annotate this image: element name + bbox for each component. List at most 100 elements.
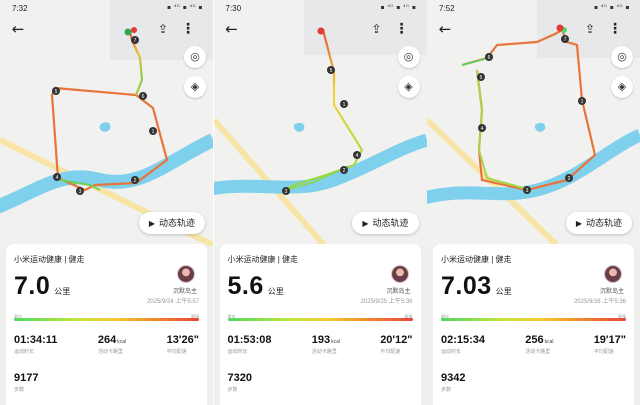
- pace-fast-label: 最快: [441, 314, 449, 319]
- duration-value: 01:53:08: [227, 334, 272, 346]
- route-map[interactable]: 6 5 4 3 2 1 7: [427, 0, 640, 246]
- status-bar: 7:30 ▪ ⁴ᴳ ▪ ⁴ᴳ ▪: [214, 0, 427, 16]
- share-icon[interactable]: ⇪: [584, 22, 596, 36]
- stat-steps: 9177 步数: [14, 372, 38, 393]
- svg-text:6: 6: [142, 94, 145, 100]
- km-markers: 6 5 4 3 2 1 7: [52, 36, 157, 195]
- replay-label: 动态轨迹: [372, 218, 409, 228]
- stat-steps: 9342 步数: [441, 372, 465, 393]
- distance-unit: 公里: [267, 287, 284, 296]
- locate-icon[interactable]: ◎: [397, 46, 420, 68]
- stat-duration: 01:34:11 运动时长: [14, 334, 57, 355]
- calories-label: 活动卡路里: [525, 349, 551, 355]
- status-bar: 7:52 ▪ ⁴ᴳ ▪ ⁴ᴳ ▪: [427, 0, 640, 16]
- play-icon: ▶: [575, 219, 582, 228]
- steps-value: 9177: [14, 372, 39, 384]
- workout-datetime: 2025/9/24 上午5:57: [146, 299, 199, 305]
- stat-calories: 193kcal 活动卡路里: [312, 334, 340, 355]
- svg-text:2: 2: [134, 178, 137, 184]
- pace-fast-label: 最快: [227, 314, 236, 319]
- km-markers: 6 5 4 3 2 1 7: [477, 35, 586, 194]
- nickname: 沉默岛主: [386, 289, 411, 295]
- stat-pace: 20'12" 平均配速: [380, 334, 412, 355]
- workout-datetime: 2025/9/25 上午5:36: [360, 299, 413, 305]
- distance-value: 7.0: [14, 272, 51, 300]
- svg-text:2: 2: [568, 176, 571, 182]
- replay-label: 动态轨迹: [158, 218, 195, 228]
- pace-value: 19'17": [593, 334, 626, 346]
- stat-steps: 7320 步数: [228, 372, 252, 393]
- pace-gradient-bar: [14, 318, 199, 321]
- steps-value: 9342: [441, 372, 466, 384]
- back-arrow-icon[interactable]: ←: [11, 20, 25, 38]
- svg-text:1: 1: [581, 99, 584, 105]
- stat-duration: 02:15:34 运动时长: [441, 334, 485, 355]
- replay-track-button[interactable]: ▶ 动态轨迹: [138, 212, 205, 234]
- steps-label: 步数: [14, 387, 25, 393]
- stats-row: 01:34:11 运动时长 264kcal 活动卡路里 13'26" 平均配速: [14, 334, 199, 355]
- calories-value: 256kcal: [525, 334, 554, 346]
- replay-track-button[interactable]: ▶ 动态轨迹: [352, 212, 419, 234]
- app-title: 小米运动健康 | 健走: [227, 255, 299, 264]
- stat-duration: 01:53:08 运动时长: [228, 334, 272, 355]
- status-time: 7:52: [439, 4, 455, 13]
- pace-label: 平均配速: [593, 349, 614, 355]
- steps-value: 7320: [227, 372, 252, 384]
- svg-text:5: 5: [480, 75, 483, 81]
- stat-calories: 264kcal 活动卡路里: [98, 334, 126, 355]
- pace-gradient-bar: [227, 318, 413, 321]
- pace-value: 20'12": [380, 334, 413, 346]
- distance-value: 5.6: [227, 272, 264, 300]
- svg-text:4: 4: [481, 126, 484, 132]
- replay-track-button[interactable]: ▶ 动态轨迹: [565, 212, 632, 234]
- avatar[interactable]: [177, 265, 195, 283]
- distance-unit: 公里: [54, 287, 71, 296]
- back-arrow-icon[interactable]: ←: [438, 20, 452, 38]
- replay-label: 动态轨迹: [585, 218, 622, 228]
- svg-text:2: 2: [342, 168, 345, 174]
- workout-screen-3: 6 5 4 3 2 1 7 7:52 ▪ ⁴ᴳ ▪ ⁴ᴳ ▪ ← ⇪ ⋮ ◎ ◈…: [427, 0, 640, 405]
- avatar[interactable]: [604, 265, 622, 283]
- back-arrow-icon[interactable]: ←: [225, 20, 238, 38]
- status-bar: 7:32 ▪ ⁴ᴳ ▪ ⁴ᴳ ▪: [0, 0, 213, 16]
- nickname: 沉默岛主: [599, 289, 624, 295]
- more-vertical-icon[interactable]: ⋮: [181, 21, 195, 37]
- workout-datetime: 2025/9/26 上午5:36: [573, 299, 626, 305]
- layers-icon[interactable]: ◈: [184, 76, 206, 98]
- share-icon[interactable]: ⇪: [371, 22, 382, 36]
- svg-text:6: 6: [488, 55, 491, 61]
- locate-icon[interactable]: ◎: [611, 46, 633, 68]
- more-vertical-icon[interactable]: ⋮: [394, 21, 409, 37]
- layers-icon[interactable]: ◈: [611, 76, 633, 98]
- summary-card: 小米运动健康 | 健走 沉默岛主 2025/9/25 上午5:36 5.6 公里 …: [219, 244, 421, 405]
- share-icon[interactable]: ⇪: [157, 22, 169, 36]
- locate-icon[interactable]: ◎: [184, 46, 206, 68]
- stats-row: 02:15:34 运动时长 256kcal 活动卡路里 19'17" 平均配速: [441, 334, 626, 355]
- avatar[interactable]: [390, 265, 409, 283]
- route-map[interactable]: 6 5 4 3 2 1 7: [0, 0, 213, 246]
- pace-slow-label: 最慢: [404, 314, 413, 319]
- app-title: 小米运动健康 | 健走: [441, 255, 512, 264]
- svg-text:4: 4: [355, 153, 358, 159]
- duration-label: 运动时长: [14, 349, 35, 355]
- more-vertical-icon[interactable]: ⋮: [608, 21, 622, 37]
- svg-text:4: 4: [56, 175, 59, 181]
- svg-text:3: 3: [284, 189, 287, 195]
- svg-text:1: 1: [342, 102, 345, 108]
- signal-battery-icons: ▪ ⁴ᴳ ▪ ⁴ᴳ ▪: [380, 4, 417, 11]
- steps-label: 步数: [441, 387, 452, 393]
- stat-pace: 19'17" 平均配速: [594, 334, 626, 355]
- calories-label: 活动卡路里: [97, 349, 123, 355]
- route-map[interactable]: 5 1 4 2 3: [213, 0, 427, 246]
- summary-card: 小米运动健康 | 健走 沉默岛主 2025/9/24 上午5:57 7.0 公里 …: [6, 244, 207, 405]
- svg-text:7: 7: [564, 37, 567, 43]
- layers-icon[interactable]: ◈: [397, 76, 420, 98]
- play-icon: ▶: [148, 219, 155, 228]
- svg-text:3: 3: [79, 189, 82, 195]
- distance-row: 5.6 公里: [228, 272, 284, 301]
- svg-text:1: 1: [152, 129, 155, 135]
- duration-label: 运动时长: [441, 349, 462, 355]
- svg-text:5: 5: [55, 89, 58, 95]
- pace-label: 平均配速: [166, 349, 187, 355]
- workout-screen-1: 6 5 4 3 2 1 7 7:32 ▪ ⁴ᴳ ▪ ⁴ᴳ ▪ ← ⇪ ⋮ ◎ ◈…: [0, 0, 213, 405]
